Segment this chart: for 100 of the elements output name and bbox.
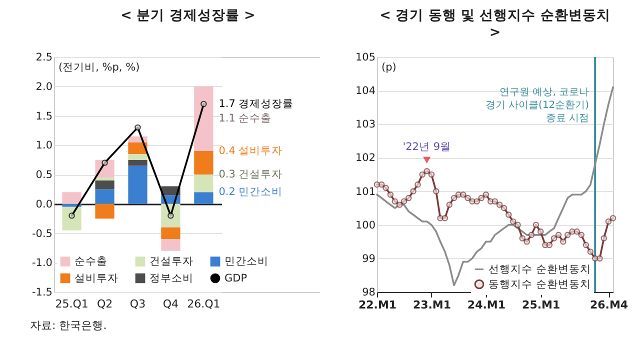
point [537, 228, 544, 235]
y-tick-label: -0.5 [32, 228, 52, 240]
point [102, 160, 108, 166]
point [428, 171, 435, 178]
y-tick-label: -1.5 [32, 286, 52, 298]
point [496, 202, 503, 208]
point [382, 184, 389, 192]
y-tick-label: 99 [362, 252, 376, 265]
point [600, 235, 608, 242]
point [387, 192, 394, 198]
point [528, 232, 535, 238]
legend-label: GDP [224, 272, 248, 284]
x-tick-label: 26.M4 [590, 298, 628, 312]
point [200, 100, 207, 108]
point [564, 232, 571, 238]
x-tick-label: 25.M1 [522, 298, 560, 312]
ref-line-label: 연구원 예상, 코로나 경기 사이클(12순환기) 종료 시점 [485, 87, 590, 124]
x-tick-label: 26.Q1 [187, 298, 220, 310]
point [610, 215, 616, 222]
point [569, 228, 576, 235]
legend-label: 민간소비 [224, 256, 268, 268]
point [514, 222, 521, 228]
chart-title: < 경기 동행 및 선행지수 순환변동치 > [380, 8, 610, 40]
x-tick-label: Q3 [130, 298, 146, 310]
point [410, 188, 416, 194]
legend-label: 선행지수 순환변동치 [488, 263, 591, 276]
point [378, 181, 385, 188]
point [414, 181, 421, 188]
point [506, 212, 512, 218]
bar [128, 142, 148, 154]
y-tick-label: 100 [355, 219, 376, 232]
point [405, 194, 412, 202]
point [500, 204, 508, 212]
point [442, 215, 448, 222]
point [432, 188, 440, 194]
point [419, 171, 426, 178]
point [519, 235, 526, 242]
y-tick-label: 0.5 [36, 169, 52, 181]
bar [128, 160, 148, 166]
chart-title: < 분기 경제성장률 > [120, 8, 256, 24]
y-tick-label: 1.5 [36, 110, 52, 122]
bar [95, 180, 114, 190]
legend-label: 동행지수 순환변동치 [488, 278, 591, 290]
y-tick-label: 102 [355, 152, 376, 164]
point [492, 198, 498, 204]
legend-label: 순수출 [74, 256, 108, 268]
bar [194, 192, 214, 204]
point [446, 202, 453, 208]
annotation: '22년 9월 [402, 141, 451, 154]
point [464, 194, 471, 202]
y-tick-label: -1.0 [32, 257, 52, 270]
point [424, 168, 430, 174]
y-axis-title: (전기비, %p, %) [58, 62, 140, 74]
point [596, 255, 603, 262]
point [532, 222, 540, 228]
point [582, 242, 590, 248]
legend-label: 설비투자 [74, 272, 118, 284]
bar [128, 154, 148, 160]
bar [128, 166, 148, 204]
bar [62, 206, 82, 230]
y-axis-title: (p) [382, 62, 396, 74]
point [392, 198, 398, 204]
bar [194, 86, 214, 151]
y-tick-label: 105 [355, 52, 376, 64]
y-tick-label: 103 [355, 118, 376, 131]
y-tick-label: 0.0 [36, 198, 52, 210]
y-tick-label: 2.5 [36, 52, 52, 64]
y-tick-label: 2.0 [36, 80, 52, 93]
x-tick-label: 25.Q1 [55, 298, 88, 310]
point [478, 194, 484, 202]
point [524, 238, 530, 245]
bar [95, 189, 114, 204]
bar [194, 151, 214, 174]
x-tick-label: 24.M1 [467, 298, 506, 312]
point [134, 124, 141, 131]
point [460, 192, 466, 198]
point [578, 232, 585, 238]
bar [161, 227, 180, 240]
y-tick-label: 1.0 [36, 140, 52, 152]
bar [62, 192, 82, 204]
x-tick-label: 22.M1 [358, 298, 397, 312]
bar [95, 204, 114, 219]
text: 자료: 한국은행. [30, 319, 107, 332]
point [574, 228, 580, 235]
x-tick-label: Q2 [96, 298, 113, 310]
x-tick-label: 23.M1 [412, 298, 452, 312]
bar [161, 239, 180, 251]
point [546, 242, 553, 248]
annotation: 0.2 민간소비 [218, 186, 283, 198]
x-tick-label: Q4 [162, 298, 179, 310]
y-tick-label: 101 [355, 186, 376, 198]
annotation: 0.3 건설투자 [218, 168, 283, 180]
annotation: 1.7 경제성장률 [218, 98, 294, 110]
legend-label: 정부소비 [150, 272, 194, 284]
point [400, 198, 408, 204]
point [587, 248, 594, 255]
point [605, 218, 612, 225]
point [450, 194, 458, 202]
y-tick-label: 104 [355, 85, 376, 98]
bar [194, 174, 214, 192]
